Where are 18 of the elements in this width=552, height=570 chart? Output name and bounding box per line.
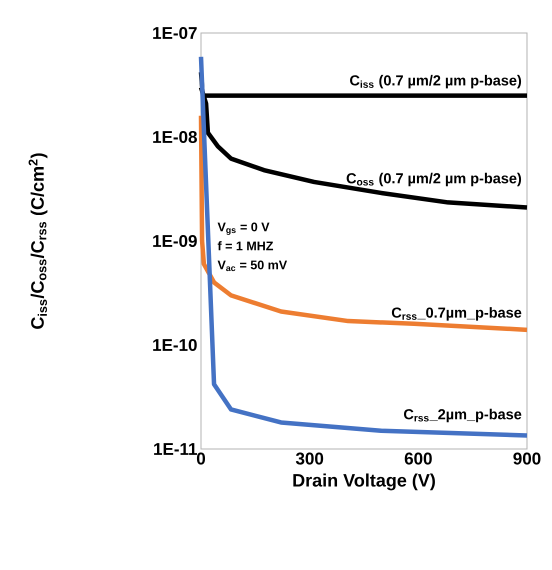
x-tick-label: 0	[196, 452, 206, 465]
annotation: f = 1 MHZ	[218, 241, 274, 250]
y-tick-label: 1E-10	[153, 338, 197, 352]
x-axis-title: Drain Voltage (V)	[293, 473, 435, 490]
annotation: V$_{ac}$ = 50 mV	[218, 260, 288, 272]
y-tick-label: 1E-07	[153, 26, 197, 40]
y-tick-label: 1E-09	[153, 234, 197, 248]
series-label: C$_{oss}$ (0.7 µm/2 µm p-base)	[346, 172, 522, 186]
annotation: V$_{gs}$ = 0 V	[218, 222, 270, 235]
series-label: C$_{iss}$ (0.7 µm/2 µm p-base)	[350, 74, 522, 88]
x-tick-label: 300	[296, 452, 324, 465]
x-tick-label: 600	[404, 452, 432, 465]
y-tick-label: 1E-11	[154, 443, 197, 455]
y-tick-label: 1E-08	[153, 130, 197, 144]
series-label: C$_{rss}$_2µm_p-base	[404, 408, 522, 422]
text: C$_{iss}$/C$_{oss}$/C$_{rss}$ (C/cm$^{2}$)	[28, 153, 48, 329]
series-label: C$_{rss}$_0.7µm_p-base	[392, 307, 522, 321]
x-tick-label: 900	[513, 452, 540, 465]
